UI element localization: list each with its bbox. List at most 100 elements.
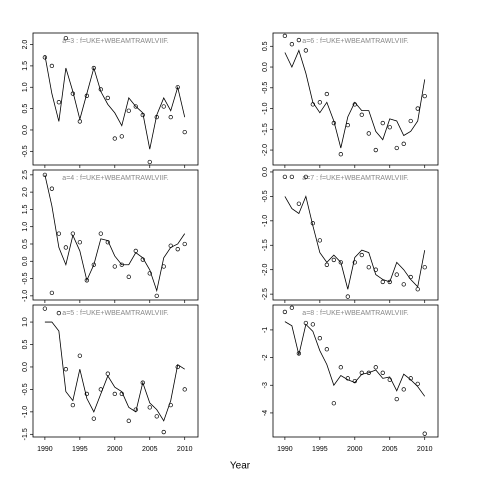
data-point bbox=[373, 365, 378, 370]
data-point bbox=[303, 174, 309, 179]
y-tick-label: 1.5 bbox=[22, 61, 29, 71]
data-point bbox=[366, 131, 371, 136]
x-tick-label: 2010 bbox=[417, 446, 433, 453]
data-point bbox=[70, 402, 76, 408]
data-point bbox=[401, 141, 406, 146]
data-point bbox=[282, 174, 288, 179]
data-point bbox=[324, 91, 329, 97]
data-point bbox=[359, 112, 364, 117]
data-point bbox=[56, 100, 62, 105]
y-tick-label: -1.0 bbox=[22, 406, 29, 418]
data-point bbox=[161, 429, 166, 435]
data-point bbox=[394, 145, 399, 151]
data-point bbox=[140, 380, 145, 385]
data-point bbox=[175, 247, 180, 252]
data-line bbox=[284, 195, 426, 290]
y-tick-label: -1.0 bbox=[22, 290, 29, 302]
data-point bbox=[394, 272, 399, 277]
data-point bbox=[49, 290, 55, 296]
data-point bbox=[147, 271, 152, 276]
data-point bbox=[289, 42, 295, 47]
data-point bbox=[119, 134, 124, 139]
y-tick-label: 0.5 bbox=[22, 239, 29, 249]
data-point bbox=[387, 279, 392, 285]
y-tick-label: 0.0 bbox=[22, 256, 29, 266]
data-point bbox=[317, 336, 322, 341]
y-tick-label: -1.0 bbox=[262, 102, 269, 114]
data-point bbox=[366, 265, 371, 270]
y-tick-label: 0.0 bbox=[22, 362, 29, 372]
x-tick-label: 2000 bbox=[347, 446, 363, 453]
x-tick-label: 1995 bbox=[72, 446, 88, 453]
plot-frame bbox=[32, 304, 199, 438]
y-tick-label: -3 bbox=[262, 382, 269, 388]
x-tick-label: 1990 bbox=[277, 446, 293, 453]
y-tick-label: 1.0 bbox=[22, 82, 29, 92]
data-point bbox=[126, 274, 131, 279]
data-point bbox=[91, 416, 96, 421]
data-point bbox=[42, 306, 48, 311]
data-point bbox=[282, 33, 288, 39]
plot-frame bbox=[272, 169, 439, 301]
plot-frame bbox=[272, 32, 439, 166]
data-point bbox=[380, 120, 385, 126]
y-tick-label: 1.0 bbox=[22, 317, 29, 327]
data-line bbox=[284, 49, 426, 149]
y-tick-label: -1.5 bbox=[262, 239, 269, 251]
data-line bbox=[284, 321, 426, 397]
y-tick-label: 0.5 bbox=[262, 41, 269, 51]
data-point bbox=[422, 431, 427, 436]
x-axis-label: Year bbox=[230, 461, 251, 472]
y-tick-label: 0.0 bbox=[262, 62, 269, 72]
data-point bbox=[63, 35, 69, 41]
data-point bbox=[182, 129, 187, 135]
y-tick-label: -0.5 bbox=[22, 383, 29, 395]
data-point bbox=[296, 37, 302, 43]
data-point bbox=[161, 104, 166, 109]
data-point bbox=[133, 104, 138, 109]
plot-frame bbox=[272, 304, 439, 438]
data-point bbox=[77, 240, 82, 245]
y-tick-label: -2 bbox=[262, 354, 269, 360]
data-point bbox=[282, 309, 288, 315]
data-point bbox=[415, 287, 420, 292]
y-tick-label: -2.0 bbox=[262, 264, 269, 276]
panel-title: a=4 : f=UKE+WBEAMTRAWLVIIF. bbox=[62, 175, 168, 182]
data-point bbox=[112, 136, 117, 141]
data-point bbox=[345, 294, 350, 299]
data-point bbox=[303, 48, 309, 53]
data-point bbox=[401, 282, 406, 287]
data-point bbox=[387, 125, 392, 130]
y-tick-label: -1.0 bbox=[262, 215, 269, 227]
y-tick-label: 0.5 bbox=[22, 340, 29, 350]
y-tick-label: 0.0 bbox=[262, 167, 269, 177]
y-tick-label: -0.5 bbox=[22, 145, 29, 157]
y-tick-label: -1.5 bbox=[262, 123, 269, 135]
data-point bbox=[422, 93, 427, 99]
data-point bbox=[63, 367, 69, 372]
data-point bbox=[147, 159, 152, 165]
y-tick-label: 2.5 bbox=[22, 170, 29, 180]
data-point bbox=[317, 100, 322, 105]
data-point bbox=[168, 115, 173, 120]
x-tick-label: 2005 bbox=[382, 446, 398, 453]
panel-title: a=6 : f=UKE+WBEAMTRAWLVIIF. bbox=[302, 38, 408, 45]
y-tick-label: -4 bbox=[262, 410, 269, 416]
data-point bbox=[49, 63, 55, 69]
x-tick-label: 2010 bbox=[177, 446, 193, 453]
data-point bbox=[338, 152, 343, 157]
data-point bbox=[84, 278, 89, 283]
x-tick-label: 2005 bbox=[142, 446, 158, 453]
data-point bbox=[324, 347, 329, 352]
y-tick-label: 1.0 bbox=[22, 222, 29, 232]
data-point bbox=[296, 351, 302, 356]
data-point bbox=[175, 85, 180, 90]
data-point bbox=[49, 186, 55, 191]
data-point bbox=[91, 262, 96, 267]
data-point bbox=[77, 353, 82, 358]
data-point bbox=[373, 147, 378, 153]
data-point bbox=[56, 231, 62, 236]
data-point bbox=[380, 279, 385, 285]
data-point bbox=[401, 387, 406, 392]
